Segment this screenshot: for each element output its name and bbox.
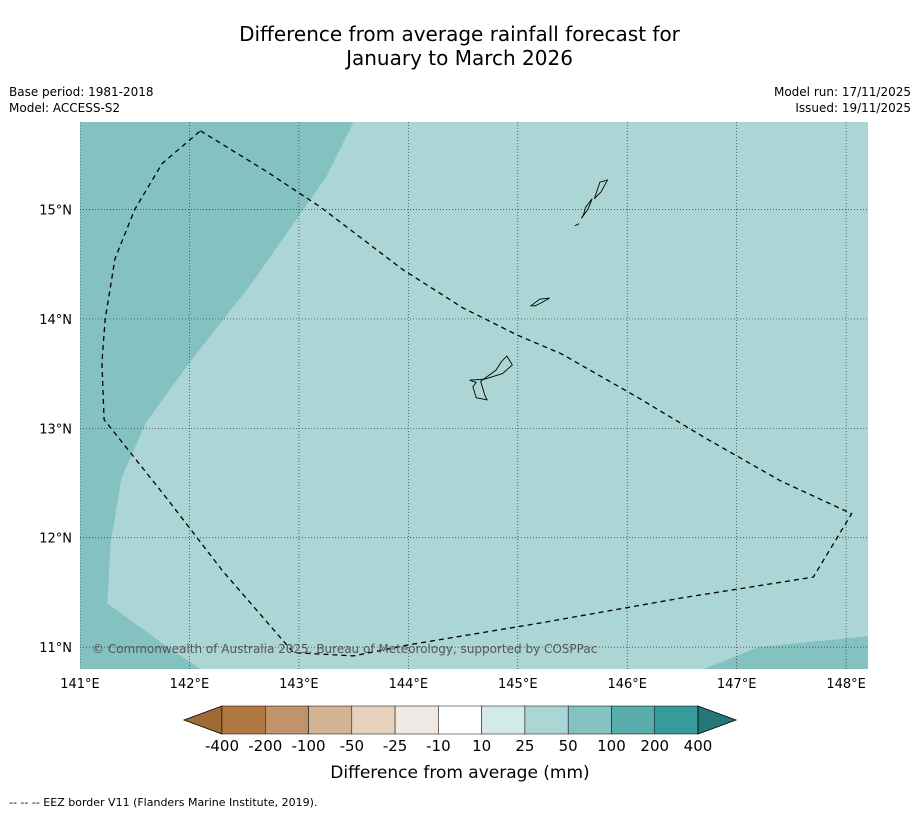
- colorbar-tick-label: 50: [559, 737, 578, 755]
- wetter-region-south: [703, 636, 868, 669]
- colorbar-swatch: [654, 705, 699, 735]
- colorbar-swatch: [481, 705, 526, 735]
- x-tick-label: 147°E: [717, 677, 757, 692]
- islands: [469, 179, 609, 401]
- y-tick-label: 13°N: [39, 422, 72, 437]
- colorbar-high-extend: [697, 705, 738, 735]
- y-tick-labels: 11°N 12°N 13°N 14°N 15°N: [39, 204, 72, 657]
- x-tick-label: 144°E: [389, 677, 429, 692]
- colorbar-tick-label: 100: [597, 737, 626, 755]
- colorbar-swatch: [394, 705, 439, 735]
- colorbar-swatch: [524, 705, 569, 735]
- base-period: Base period: 1981-2018: [9, 85, 154, 99]
- chart-title: Difference from average rainfall forecas…: [0, 22, 919, 70]
- colorbar-swatch: [351, 705, 396, 735]
- issued-date: Issued: 19/11/2025: [795, 101, 911, 115]
- gridlines: [80, 122, 868, 669]
- colorbar-swatch: [611, 705, 655, 735]
- wetter-region-west: [80, 122, 354, 669]
- colorbar-tick-label: -400: [205, 737, 239, 755]
- title-line-1: Difference from average rainfall forecas…: [239, 22, 680, 46]
- colorbar-tick-label: -25: [383, 737, 408, 755]
- colorbar: -400 -200 -100 -50 -25 -10 10 25 50 100 200 400: [182, 705, 738, 755]
- island-outline: [469, 355, 513, 401]
- colorbar-low-extend: [182, 705, 223, 735]
- x-tick-label: 145°E: [498, 677, 538, 692]
- copyright-notice: © Commonwealth of Australia 2025, Bureau…: [92, 642, 597, 656]
- eez-border: [101, 130, 853, 657]
- x-tick-labels: 141°E 142°E 143°E 144°E 145°E 146°E 147°E 148°E: [60, 677, 866, 692]
- x-tick-label: 142°E: [170, 677, 210, 692]
- island-outline: [574, 223, 580, 227]
- colorbar-tick-label: -50: [340, 737, 365, 755]
- colorbar-tick-label: -200: [248, 737, 282, 755]
- meta-right: Model run: 17/11/2025 Issued: 19/11/2025: [774, 84, 911, 116]
- colorbar-swatch: [567, 705, 612, 735]
- island-outline: [580, 198, 593, 219]
- x-tick-label: 146°E: [607, 677, 647, 692]
- x-tick-label: 143°E: [279, 677, 319, 692]
- title-line-2: January to March 2026: [346, 46, 573, 70]
- y-tick-label: 11°N: [39, 641, 72, 656]
- x-tick-label: 141°E: [60, 677, 100, 692]
- island-outline: [529, 297, 550, 307]
- colorbar-tick-label: 400: [684, 737, 713, 755]
- colorbar-tick-label: 10: [472, 737, 491, 755]
- colorbar-tick-label: 25: [515, 737, 534, 755]
- colorbar-tick-label: 200: [640, 737, 669, 755]
- colorbar-swatch: [221, 705, 266, 735]
- colorbar-swatch: [438, 705, 482, 735]
- colorbar-swatch: [265, 705, 309, 735]
- x-tick-label: 148°E: [826, 677, 866, 692]
- colorbar-tick-label: -10: [426, 737, 451, 755]
- model-run: Model run: 17/11/2025: [773, 85, 911, 99]
- y-tick-label: 12°N: [39, 532, 72, 547]
- meta-left: Base period: 1981-2018 Model: ACCESS-S2: [9, 84, 154, 116]
- eez-footnote: -- -- -- EEZ border V11 (Flanders Marine…: [9, 796, 318, 809]
- colorbar-tick-label: -100: [292, 737, 326, 755]
- colorbar-swatch: [308, 705, 353, 735]
- y-tick-label: 14°N: [39, 313, 72, 328]
- model-name: Model: ACCESS-S2: [9, 101, 121, 115]
- y-tick-label: 15°N: [39, 204, 72, 219]
- colorbar-title: Difference from average (mm): [330, 763, 589, 783]
- island-outline: [593, 179, 609, 199]
